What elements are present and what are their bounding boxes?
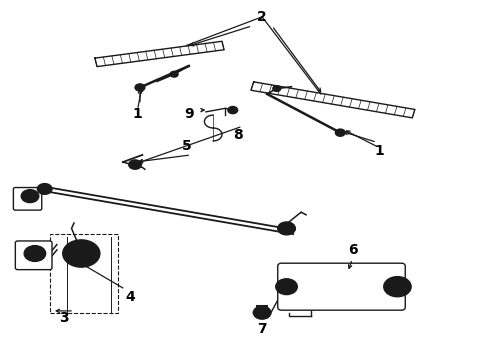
Circle shape: [63, 240, 100, 267]
Text: 2: 2: [257, 10, 267, 24]
Circle shape: [278, 222, 295, 235]
Circle shape: [276, 279, 297, 294]
Circle shape: [135, 84, 145, 91]
Circle shape: [170, 71, 178, 77]
Text: 4: 4: [125, 289, 135, 303]
Text: 3: 3: [59, 311, 69, 325]
Circle shape: [283, 226, 290, 231]
Circle shape: [73, 247, 90, 260]
Bar: [49, 234, 118, 313]
Circle shape: [384, 276, 411, 297]
Text: 8: 8: [233, 128, 243, 142]
Circle shape: [228, 107, 238, 114]
Circle shape: [42, 187, 48, 191]
Text: 1: 1: [374, 144, 384, 158]
Circle shape: [273, 86, 281, 91]
Circle shape: [335, 129, 345, 136]
FancyBboxPatch shape: [278, 263, 405, 310]
Text: 7: 7: [257, 322, 267, 336]
Text: 1: 1: [133, 107, 143, 121]
Circle shape: [21, 190, 39, 203]
Text: 6: 6: [348, 243, 357, 257]
Circle shape: [391, 282, 404, 292]
FancyBboxPatch shape: [15, 241, 52, 270]
Circle shape: [129, 160, 142, 169]
FancyBboxPatch shape: [13, 188, 42, 210]
Text: 5: 5: [181, 139, 191, 153]
Circle shape: [253, 306, 271, 319]
Circle shape: [37, 184, 52, 194]
Circle shape: [24, 246, 46, 261]
Text: 9: 9: [184, 107, 194, 121]
